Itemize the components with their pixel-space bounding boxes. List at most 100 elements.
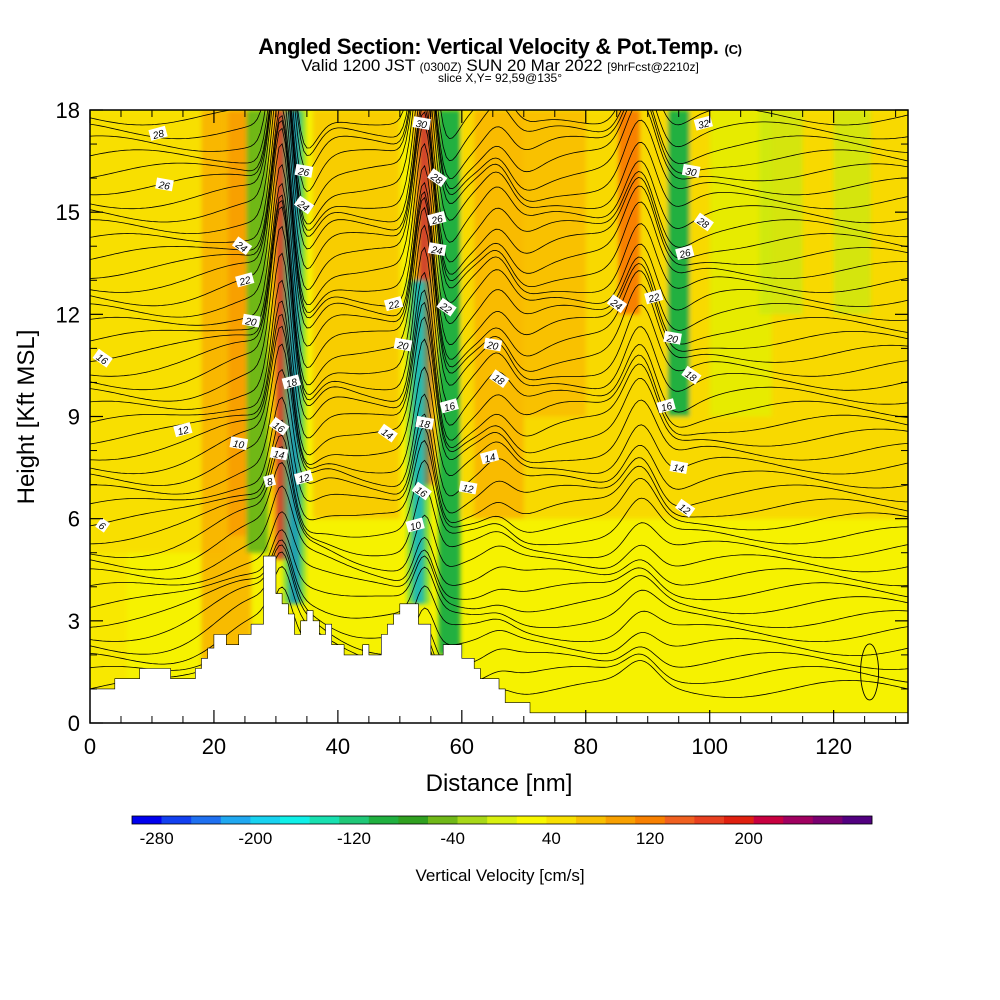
- contour-label: 20: [483, 337, 503, 353]
- theta-contour: [90, 544, 908, 642]
- contour-label-bg: [427, 242, 447, 257]
- contour-label-bg: [235, 272, 255, 288]
- colorbar-swatch: [250, 816, 281, 824]
- velocity-band: [618, 110, 640, 315]
- contour-label-bg: [393, 337, 413, 352]
- colorbar-swatch: [842, 816, 873, 824]
- contour-label-text: 30: [684, 166, 697, 179]
- x-tick-label: 40: [326, 734, 350, 759]
- contour-label: 16: [269, 416, 290, 436]
- x-tick-label: 120: [815, 734, 852, 759]
- contour-label-bg: [415, 415, 435, 430]
- contour-label-bg: [427, 211, 447, 227]
- contour-label-text: 6: [96, 521, 107, 533]
- colorbar-swatch: [457, 816, 488, 824]
- contour-label-bg: [229, 436, 249, 451]
- theta-contour: [90, 110, 908, 162]
- contour-label-bg: [263, 474, 277, 488]
- contour-label: 18: [281, 374, 301, 391]
- velocity-band: [227, 110, 250, 536]
- axes: 0 20 40 60 80 100 120 0 3 6 9 12 15 18: [56, 98, 908, 759]
- contour-label-bg: [294, 469, 314, 485]
- chart-title: Angled Section: Vertical Velocity & Pot.…: [0, 36, 1000, 58]
- contour-label: 8: [263, 474, 277, 489]
- contour-label-bg: [675, 498, 696, 518]
- contour-label-bg: [173, 422, 193, 438]
- contour-label-bg: [644, 289, 664, 305]
- contour-label: 30: [681, 163, 701, 179]
- contour-label-bg: [294, 163, 314, 178]
- contour-label-bg: [663, 330, 682, 345]
- contour-label-bg: [377, 423, 398, 443]
- y-tick-label: 9: [68, 405, 80, 430]
- theta-contour: [90, 110, 908, 243]
- colorbar-swatch: [161, 816, 192, 824]
- copyright-mark: (C): [724, 42, 742, 57]
- contour-label-bg: [383, 296, 404, 312]
- contour-label: 26: [294, 163, 314, 179]
- slice-info: slice X,Y= 92,59@135°: [437, 71, 563, 85]
- contour-label: 26: [675, 245, 695, 261]
- y-tick-label: 15: [56, 200, 80, 225]
- theta-contour: [90, 434, 908, 546]
- title-block: Angled Section: Vertical Velocity & Pot.…: [0, 36, 1000, 85]
- contour-label-text: 22: [386, 299, 401, 313]
- theta-contour: [90, 313, 908, 466]
- colorbar-swatch: [576, 816, 606, 824]
- contour-label-bg: [489, 369, 510, 388]
- contour-label-bg: [681, 365, 702, 385]
- contour-label-bg: [281, 374, 301, 390]
- contour-label-text: 32: [697, 118, 711, 132]
- colorbar-swatch: [694, 816, 725, 824]
- contour-label-bg: [231, 236, 253, 256]
- x-tick-label: 80: [574, 734, 598, 759]
- colorbar-tick-label: -200: [238, 829, 272, 848]
- contour-label-bg: [155, 177, 174, 192]
- contour-label-bg: [412, 116, 431, 131]
- contour-label-bg: [693, 115, 714, 131]
- y-axis-label: Height [Kft MSL]: [13, 330, 40, 505]
- colorbar: -280 -200 -120 -40 40 120 200: [131, 815, 873, 848]
- x-axis-label: Distance [nm]: [426, 770, 573, 797]
- colorbar-swatch: [812, 816, 843, 824]
- contour-label-bg: [675, 245, 695, 261]
- contour-label-bg: [405, 517, 425, 533]
- contour-label: 18: [489, 369, 510, 388]
- contour-label: 26: [427, 211, 447, 227]
- colorbar-swatch: [398, 816, 429, 824]
- contour-label-text: 14: [272, 449, 285, 462]
- chart-title-text: Angled Section: Vertical Velocity & Pot.…: [258, 34, 719, 59]
- contour-label: 10: [229, 436, 249, 452]
- contour-label: 18: [681, 365, 702, 385]
- contour-label-text: 14: [483, 452, 497, 466]
- theta-contour: [90, 461, 908, 573]
- contour-label-bg: [669, 460, 689, 475]
- contour-label-text: 28: [151, 128, 166, 142]
- colorbar-swatch: [605, 816, 636, 824]
- theta-contour: [90, 114, 908, 305]
- contour-label-text: 26: [157, 180, 171, 193]
- contour-label: 6: [95, 517, 111, 533]
- field-patch: [833, 110, 871, 315]
- colorbar-swatch: [753, 816, 784, 824]
- field-patch: [523, 110, 586, 417]
- colorbar-tick-label: 120: [636, 829, 664, 848]
- theta-contour: [90, 163, 908, 360]
- contour-label: 12: [675, 498, 696, 518]
- contour-label-text: 22: [647, 292, 662, 306]
- x-tick-label: 20: [202, 734, 226, 759]
- contour-label: 20: [663, 330, 682, 346]
- contour-label: 24: [427, 242, 447, 258]
- contour-label-text: 20: [243, 316, 257, 329]
- contour-label-bg: [92, 348, 113, 368]
- theta-contour: [90, 343, 908, 497]
- theta-contour: [90, 127, 908, 325]
- y-tick-label: 0: [68, 711, 80, 736]
- contour-label-text: 20: [485, 340, 499, 353]
- colorbar-tick-label: -40: [440, 829, 465, 848]
- y-tick-label: 18: [56, 98, 80, 123]
- colorbar-swatch: [339, 816, 370, 824]
- contour-label-bg: [427, 168, 448, 188]
- contour-label-text: 14: [672, 463, 685, 476]
